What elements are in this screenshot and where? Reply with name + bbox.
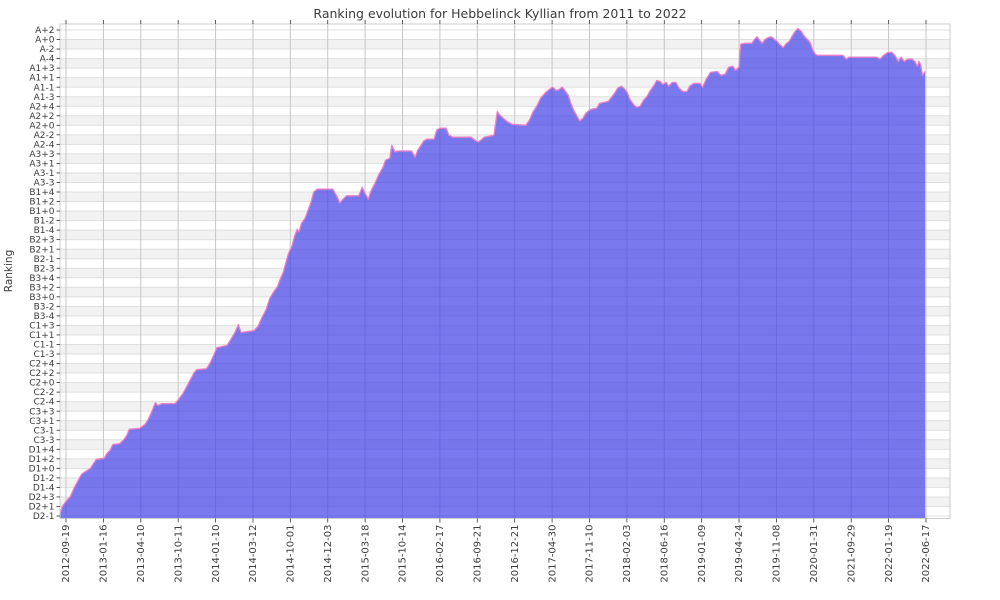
x-tick-label: 2019-01-09 [697, 525, 708, 583]
x-tick-label: 2020-01-31 [809, 525, 820, 583]
y-tick-label: D1+0 [29, 464, 55, 474]
y-tick-label: C3-3 [34, 436, 55, 446]
y-tick-label: C1-3 [34, 350, 55, 360]
axis-tick-marks [56, 20, 927, 523]
y-axis-title: Ranking [3, 250, 15, 292]
y-tick-label: C1+1 [29, 331, 54, 341]
x-tick-label: 2016-02-17 [435, 525, 446, 583]
y-tick-label: A2+0 [29, 121, 54, 131]
y-tick-label: A3+1 [29, 160, 54, 170]
y-tick-label: C1-1 [34, 341, 55, 351]
x-tick-label: 2018-06-16 [659, 525, 670, 583]
y-tick-label: D1-4 [33, 484, 55, 494]
y-tick-label: B3-4 [34, 312, 55, 322]
x-tick-label: 2015-03-18 [360, 525, 371, 583]
x-tick-label: 2017-11-10 [585, 525, 596, 583]
y-tick-label: C2+4 [29, 360, 55, 370]
y-tick-label: C1+3 [29, 322, 54, 332]
y-tick-label: A+2 [35, 26, 54, 36]
x-tick-label: 2014-03-12 [248, 525, 259, 583]
area-series [59, 27, 926, 519]
y-tick-label: A3-3 [34, 179, 55, 189]
y-tick-label: A-2 [40, 45, 55, 55]
y-tick-label: A2+4 [29, 102, 54, 112]
y-tick-label: A1-1 [34, 83, 55, 93]
y-axis-labels: A+2A+0A-2A-4A1+3A1+1A1-1A1-3A2+4A2+2A2+0… [29, 26, 55, 522]
y-tick-label: B1+4 [29, 188, 54, 198]
y-tick-label: C3+1 [29, 417, 54, 427]
x-tick-label: 2019-11-08 [772, 525, 783, 583]
y-tick-label: D2-1 [33, 512, 55, 522]
y-tick-label: C2-2 [34, 388, 55, 398]
x-tick-label: 2022-06-17 [921, 525, 932, 583]
y-tick-label: B3+4 [29, 274, 54, 284]
y-tick-label: B3+0 [29, 293, 54, 303]
x-axis-labels: 2012-09-19 2013-01-16 2013-04-10 2013-10-11… [61, 525, 932, 583]
y-tick-label: B2-1 [34, 255, 55, 265]
y-tick-label: B3+2 [29, 283, 54, 293]
x-tick-label: 2022-01-19 [884, 525, 895, 583]
y-tick-label: A3+3 [29, 150, 54, 160]
x-tick-label: 2013-10-11 [173, 525, 184, 583]
x-tick-label: 2017-04-30 [547, 525, 558, 583]
y-tick-label: A2-4 [34, 140, 55, 150]
y-tick-label: C2+0 [29, 379, 55, 389]
chart-title: Ranking evolution for Hebbelinck Kyllian… [313, 6, 687, 21]
x-tick-label: 2021-09-29 [846, 525, 857, 583]
y-tick-label: A2-2 [34, 131, 55, 141]
x-tick-label: 2018-02-03 [622, 525, 633, 583]
y-tick-label: B1+2 [29, 198, 54, 208]
x-tick-label: 2016-12-21 [510, 525, 521, 583]
y-tick-label: B1+0 [29, 207, 54, 217]
y-tick-label: B1-4 [34, 226, 55, 236]
y-tick-label: A1-3 [34, 93, 55, 103]
y-tick-label: D1+2 [29, 455, 55, 465]
x-tick-label: 2015-10-14 [398, 525, 409, 583]
y-tick-label: D2+1 [29, 503, 55, 513]
y-tick-label: B2+1 [29, 245, 54, 255]
y-tick-label: C2+2 [29, 369, 54, 379]
y-tick-label: B3-2 [34, 302, 55, 312]
y-tick-label: D2+3 [29, 493, 55, 503]
y-tick-label: C2-4 [34, 398, 55, 408]
x-tick-label: 2012-09-19 [61, 525, 72, 583]
y-tick-label: D1-2 [33, 474, 55, 484]
x-tick-label: 2016-09-21 [473, 525, 484, 583]
x-tick-label: 2014-12-03 [323, 525, 334, 583]
y-tick-label: B2-3 [34, 264, 55, 274]
y-tick-label: A+0 [35, 36, 55, 46]
x-tick-label: 2014-01-10 [211, 525, 222, 583]
y-tick-label: B2+3 [29, 236, 54, 246]
plot-border [59, 23, 951, 519]
y-tick-label: A-4 [40, 55, 55, 65]
y-tick-label: A2+2 [29, 112, 54, 122]
x-tick-label: 2013-01-16 [99, 525, 110, 583]
ranking-line [59, 27, 926, 514]
y-tick-label: B1-2 [34, 217, 55, 227]
x-tick-label: 2013-04-10 [136, 525, 147, 583]
y-tick-label: C3+3 [29, 407, 54, 417]
y-tick-label: D1+4 [29, 445, 55, 455]
x-tick-label: 2019-04-24 [734, 525, 745, 583]
y-tick-label: A1+1 [29, 74, 54, 84]
y-tick-label: C3-1 [34, 426, 55, 436]
ranking-area [60, 28, 926, 519]
x-tick-label: 2014-10-01 [286, 525, 297, 583]
y-tick-label: A1+3 [29, 64, 54, 74]
y-tick-label: A3-1 [34, 169, 55, 179]
